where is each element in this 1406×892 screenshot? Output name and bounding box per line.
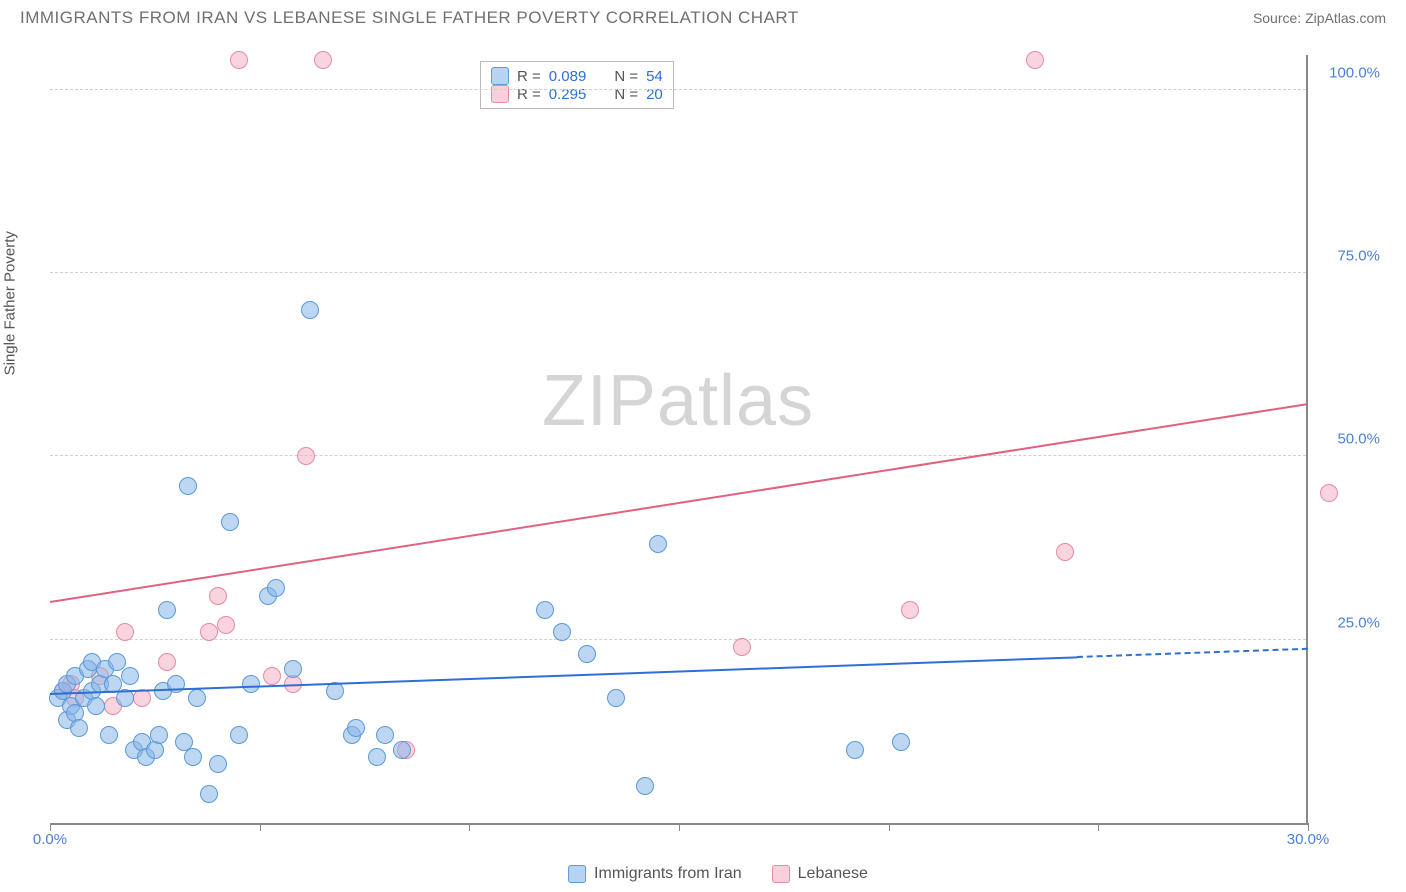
y-axis-label: Single Father Poverty [2,231,19,375]
chart-title: IMMIGRANTS FROM IRAN VS LEBANESE SINGLE … [20,8,799,28]
data-point [393,741,411,759]
legend-label: Lebanese [798,865,868,883]
data-point [188,689,206,707]
trend-line [50,656,1077,695]
data-point [200,785,218,803]
data-point [108,653,126,671]
data-point [209,587,227,605]
data-point [1026,51,1044,69]
trend-line-dashed [1077,648,1308,658]
data-point [70,719,88,737]
data-point [297,447,315,465]
watermark: ZIPatlas [542,360,814,442]
data-point [284,660,302,678]
r-value: 0.089 [549,68,587,85]
y-tick-label: 50.0% [1337,431,1380,448]
r-label: R = [517,68,541,85]
data-point [733,638,751,656]
grid-line [50,639,1306,640]
data-point [301,301,319,319]
data-point [1320,484,1338,502]
data-point [263,667,281,685]
x-tick [260,823,261,831]
data-point [150,726,168,744]
data-point [200,623,218,641]
legend-swatch [772,865,790,883]
data-point [607,689,625,707]
data-point [209,755,227,773]
y-tick-label: 25.0% [1337,614,1380,631]
x-tick [1308,823,1309,831]
x-tick-label: 0.0% [33,831,67,848]
data-point [1056,543,1074,561]
data-point [217,616,235,634]
legend: Immigrants from Iran Lebanese [568,865,868,883]
grid-line [50,89,1306,90]
legend-item: Lebanese [772,865,868,883]
grid-line [50,272,1306,273]
data-point [242,675,260,693]
data-point [649,535,667,553]
data-point [636,777,654,795]
x-tick [889,823,890,831]
grid-line [50,455,1306,456]
data-point [230,726,248,744]
legend-item: Immigrants from Iran [568,865,742,883]
data-point [536,601,554,619]
data-point [179,477,197,495]
data-point [184,748,202,766]
data-point [846,741,864,759]
data-point [578,645,596,663]
data-point [901,601,919,619]
data-point [376,726,394,744]
data-point [347,719,365,737]
data-point [892,733,910,751]
data-point [100,726,118,744]
data-point [314,51,332,69]
source-label: Source: ZipAtlas.com [1253,10,1386,26]
legend-swatch [491,67,509,85]
data-point [267,579,285,597]
legend-label: Immigrants from Iran [594,865,742,883]
plot-area: Single Father Poverty ZIPatlas R =0.089N… [50,55,1308,825]
data-point [553,623,571,641]
chart-container: Single Father Poverty ZIPatlas R =0.089N… [50,55,1386,855]
stats-row: R = 0.089 N = 54 [491,67,663,85]
y-tick-label: 75.0% [1337,248,1380,265]
x-tick [50,823,51,831]
data-point [133,689,151,707]
data-point [230,51,248,69]
legend-swatch [568,865,586,883]
x-tick [1098,823,1099,831]
data-point [158,653,176,671]
data-point [221,513,239,531]
data-point [116,623,134,641]
x-tick [469,823,470,831]
y-tick-label: 100.0% [1329,64,1380,81]
trend-line [50,403,1308,603]
data-point [87,697,105,715]
x-tick-label: 30.0% [1287,831,1330,848]
data-point [368,748,386,766]
x-tick [679,823,680,831]
stats-box: R =0.089N =54R =0.295N =20 [480,61,674,109]
n-label: N = [614,68,638,85]
n-value: 54 [646,68,663,85]
data-point [121,667,139,685]
data-point [158,601,176,619]
